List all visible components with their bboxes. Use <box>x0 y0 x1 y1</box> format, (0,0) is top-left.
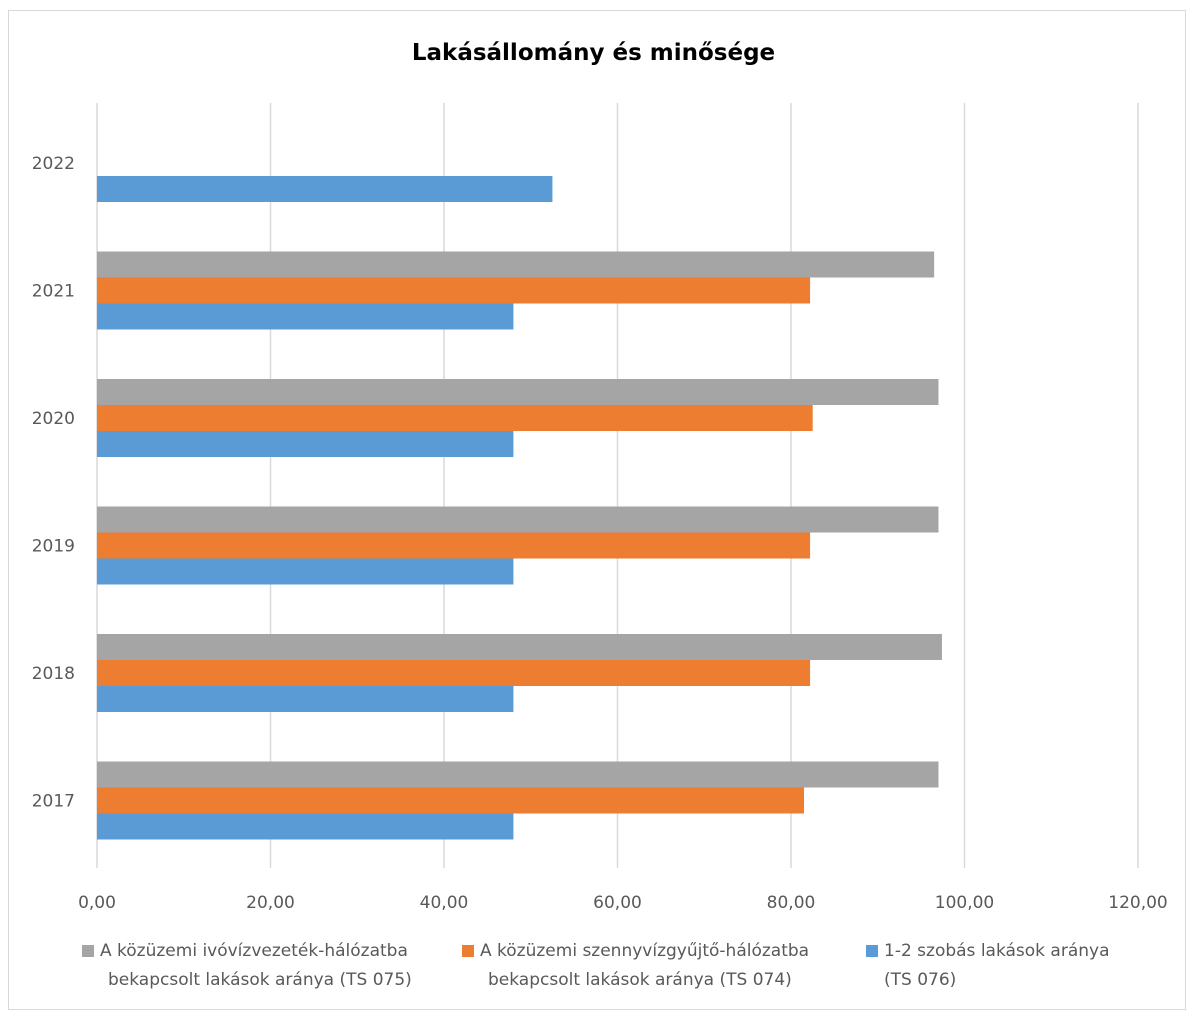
y-axis-labels: 2017 2018 2019 2020 2021 2022 <box>32 154 75 812</box>
legend-swatch <box>462 945 474 957</box>
chart-title: Lakásállomány és minősége <box>411 40 776 66</box>
legend-label: bekapcsolt lakások aránya (TS 074) <box>488 970 792 990</box>
y-tick-label: 2021 <box>32 282 75 302</box>
bar <box>97 813 514 840</box>
bars <box>97 176 942 840</box>
legend: A közüzemi ivóvízvezeték-hálózatba bekapc… <box>0 938 1187 1008</box>
legend-label: bekapcsolt lakások aránya (TS 075) <box>108 970 412 990</box>
bar <box>97 506 939 533</box>
x-tick-label: 0,00 <box>78 893 116 913</box>
legend-label: A közüzemi szennyvízgyűjtő-hálózatba <box>480 941 810 961</box>
y-tick-label: 2017 <box>32 792 75 812</box>
bar <box>97 686 514 712</box>
x-tick-label: 20,00 <box>246 893 295 913</box>
x-axis-labels: 0,00 20,00 40,00 60,00 80,00 100,00 120,00 <box>78 893 1168 913</box>
bar <box>97 634 942 660</box>
legend-swatch <box>866 945 878 957</box>
bar <box>97 660 811 686</box>
bar <box>97 176 553 202</box>
x-tick-label: 40,00 <box>420 893 469 913</box>
y-tick-label: 2020 <box>32 409 75 429</box>
legend-label: A közüzemi ivóvízvezeték-hálózatba <box>100 941 408 961</box>
y-tick-label: 2018 <box>32 664 75 684</box>
x-tick-label: 120,00 <box>1108 893 1167 913</box>
bar <box>97 787 805 814</box>
x-tick-label: 80,00 <box>767 893 816 913</box>
bar <box>97 379 939 405</box>
x-tick-label: 60,00 <box>593 893 642 913</box>
legend-label: 1-2 szobás lakások aránya <box>884 941 1110 961</box>
y-tick-label: 2019 <box>32 537 75 557</box>
bar <box>97 431 514 457</box>
bar <box>97 303 514 330</box>
legend-label: (TS 076) <box>884 970 957 990</box>
legend-swatch <box>82 945 94 957</box>
gridlines <box>96 103 1139 868</box>
x-tick-label: 100,00 <box>935 893 994 913</box>
bar <box>97 532 811 559</box>
bar <box>97 277 811 304</box>
bar <box>97 761 939 788</box>
y-tick-label: 2022 <box>32 154 75 174</box>
bar <box>97 251 935 278</box>
bar <box>97 558 514 585</box>
bar <box>97 405 813 431</box>
